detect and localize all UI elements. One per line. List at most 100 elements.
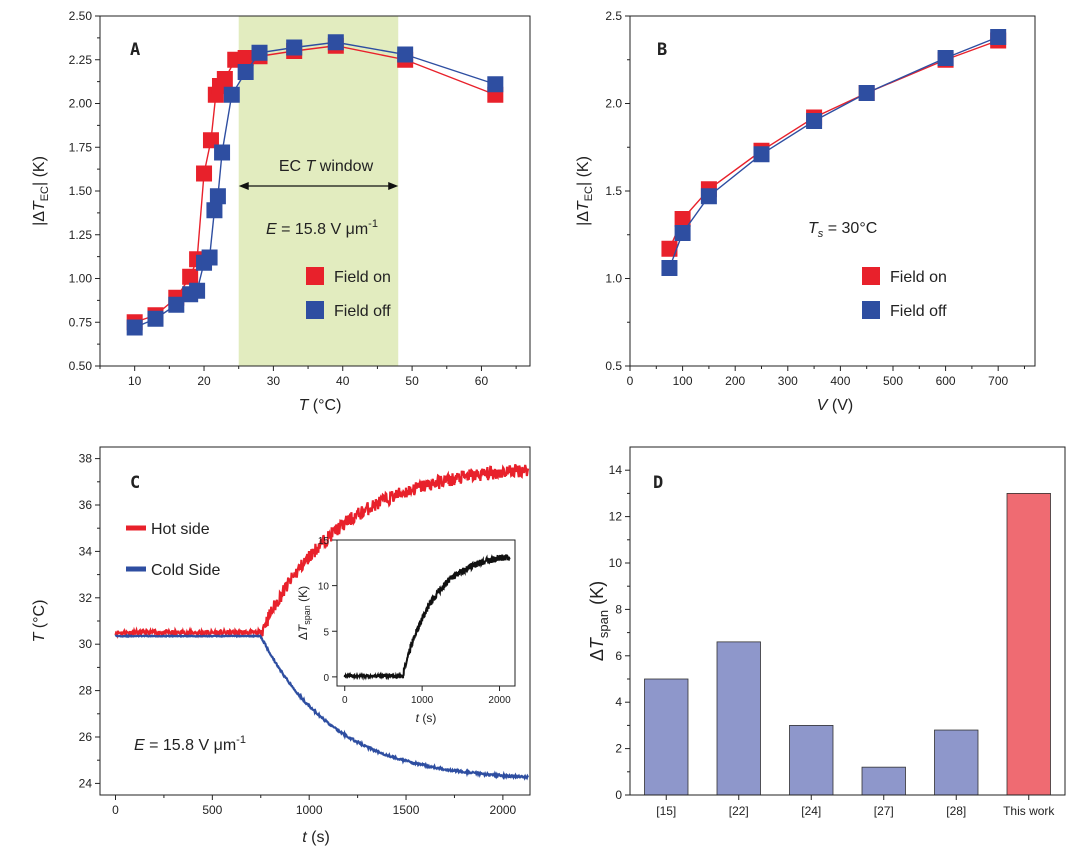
x-tick-label: 500 [883,374,903,388]
x-tick-label: 1000 [296,803,323,817]
x-tick-label: 40 [336,374,350,388]
y-tick-label: 0.75 [69,315,93,329]
inset-xlabel: t (s) [416,711,437,725]
y-tick-label: 0.50 [69,359,93,373]
panel-b-ticks: 0 100 200 300 400 500 600 700 0.5 1.0 1.5 2.0 2.5 [605,9,1025,388]
inset-span-trace [343,554,511,681]
inset-frame [336,539,516,687]
panel-b-series [661,29,1007,276]
field-off-marker [674,225,691,241]
x-tick-label: 0 [342,695,348,706]
field-off-marker [214,144,231,161]
panel-b-ylabel: |ΔTEC| (K) [575,156,595,226]
ec-window-arrow [238,182,399,190]
x-tick-label: 30 [267,374,281,388]
panel-d-bars [644,492,1051,796]
y-tick-label: 10 [609,556,623,570]
x-tick-label: [15] [656,804,676,818]
x-tick-label: 600 [936,374,956,388]
field-off-marker [201,249,218,266]
x-tick-label: 50 [405,374,419,388]
panel-a-ticks: 10 20 30 40 50 60 0.50 0.75 1.00 1.25 1.50 1.75 2.00… [69,9,517,388]
x-tick-label: [27] [874,804,894,818]
field-off-marker [251,44,268,61]
y-tick-label: 32 [79,591,93,605]
x-tick-label: 2000 [490,803,517,817]
y-tick-label: 2 [615,742,622,756]
panel-b-letter: B [657,40,667,60]
y-tick-label: 2.50 [69,9,93,23]
field-off-marker [223,86,240,103]
bar-4 [934,729,979,796]
legend-label-field-on: Field on [890,269,947,286]
panel-d-ticks: 0 2 4 6 8 10 12 14 [15] [22] [24] [27] [28] This work [609,463,1056,818]
legend-marker-field-off [306,301,324,319]
panel-c-inset: 0 1000 2000 0 5 10 15 t (s) ΔTspan (K) [296,536,516,725]
field-off-marker [937,50,954,66]
y-tick-label: 2.00 [69,97,93,111]
legend-marker-field-off [862,301,880,319]
panel-d-chart: 0 2 4 6 8 10 12 14 [15] [22] [24] [27] [28] This work… [587,446,1066,818]
y-tick-label: 34 [79,544,93,558]
cold-side-trace [114,633,530,781]
field-strength-label-a: E = 15.8 V μm-1 [266,218,378,238]
panel-b-legend: Field on Field off [862,267,947,320]
y-tick-label: 14 [609,463,623,477]
panel-a-xlabel: T (°C) [299,397,342,414]
field-on-marker [674,211,691,227]
bar-5 [1006,492,1051,796]
y-tick-label: 24 [79,776,93,790]
legend-marker-field-on [306,267,324,285]
panel-b-frame [629,15,1036,367]
field-on-marker [202,132,219,149]
panel-a-frame [99,15,531,367]
x-tick-label: [22] [729,804,749,818]
inset-ylabel: ΔTspan (K) [296,586,312,640]
x-tick-label: 700 [988,374,1008,388]
panel-c-letter: C [130,473,140,493]
y-tick-label: 0 [615,788,622,802]
x-tick-label: 0 [112,803,119,817]
panel-d-ylabel: ΔTspan (K) [587,581,611,661]
x-tick-label: 500 [202,803,222,817]
field-off-marker [858,85,875,101]
field-off-marker [206,202,223,219]
legend-label-hot-side: Hot side [151,521,210,538]
legend-marker-field-on [862,267,880,285]
y-tick-label: 1.25 [69,228,93,242]
y-tick-label: 1.75 [69,140,93,154]
bar-0 [644,678,689,796]
y-tick-label: 8 [615,602,622,616]
field-on-marker [196,165,213,182]
field-on-marker [661,240,678,257]
x-tick-label: 400 [830,374,850,388]
inset-series [343,554,511,681]
field-off-marker [990,29,1007,45]
bar-1 [716,641,761,796]
panel-a-chart: 10 20 30 40 50 60 0.50 0.75 1.00 1.25 1.50 1.75 2.00… [31,9,531,414]
legend-label-cold-side: Cold Side [151,562,220,579]
field-off-marker [700,188,717,205]
bar-3 [861,766,906,796]
y-tick-label: 12 [609,510,623,524]
y-tick-label: 0 [323,673,329,684]
x-tick-label: 0 [627,374,634,388]
panel-c-series [114,464,530,781]
legend-label-field-off: Field off [334,303,391,320]
y-tick-label: 5 [323,627,329,638]
panel-c-ylabel: T (°C) [31,600,48,643]
y-tick-label: 1.00 [69,272,93,286]
y-tick-label: 30 [79,637,93,651]
panel-a-letter: A [130,40,140,60]
x-tick-label: 200 [725,374,745,388]
y-tick-label: 1.0 [605,272,622,286]
y-tick-label: 1.50 [69,184,93,198]
field-off-marker [806,113,823,129]
x-tick-label: 1000 [411,695,434,706]
y-tick-label: 10 [318,582,330,593]
field-off-marker [487,76,504,93]
y-tick-label: 0.5 [605,359,622,373]
